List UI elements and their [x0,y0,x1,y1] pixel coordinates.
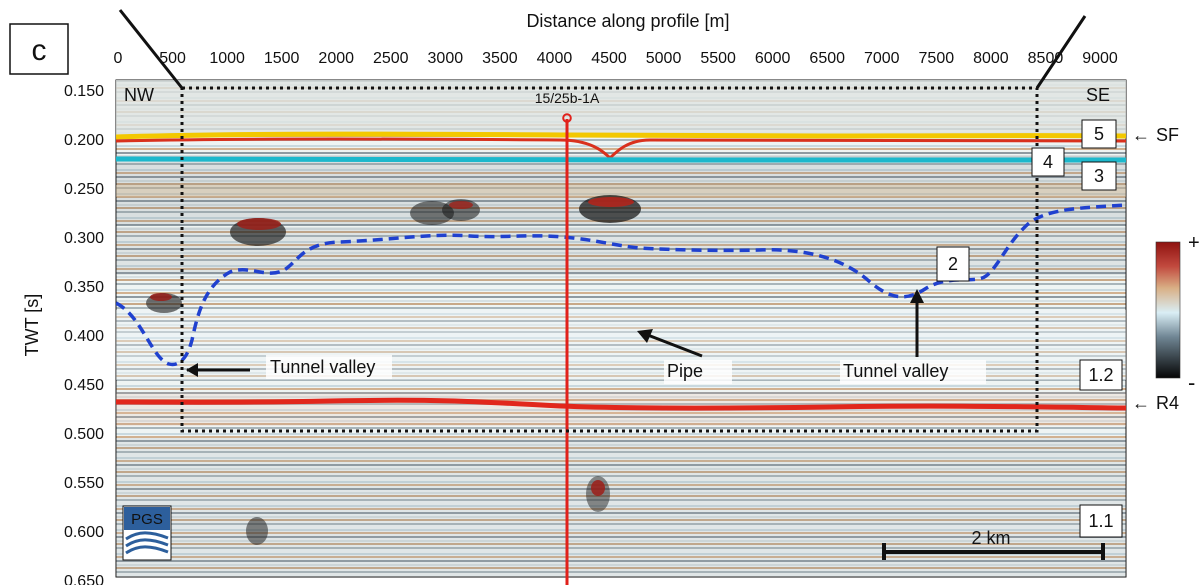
x-tick-label: 3500 [482,50,518,67]
y-tick-label: 0.150 [64,83,104,100]
x-tick-label: 6500 [809,50,845,67]
lower-pipe-red [591,480,605,496]
blue-horizon [116,156,1126,163]
tunnel-valley-left-arrowhead [186,363,198,377]
y-tick-label: 0.600 [64,524,104,541]
x-axis-ticks: 0 500 1000 1500 2000 2500 3000 3500 4000 4500 5000… [114,50,1118,67]
tunnel-valley-right-arrowhead [910,289,924,303]
r4-label: R4 [1156,393,1179,413]
x-tick-label: 4000 [537,50,573,67]
scale-bar-label: 2 km [971,528,1010,548]
y-axis-ticks: 0.150 0.200 0.250 0.300 0.350 0.400 0.450 0.500… [64,83,104,585]
x-tick-label: 2000 [318,50,354,67]
x-tick-label: 2500 [373,50,409,67]
pipe-arrow-line [639,330,703,358]
unit-box [1081,119,1117,149]
unit-box [1079,504,1123,538]
unit-box [1081,161,1117,191]
pgs-logo-wave-1 [125,531,169,541]
amplitude-colorbar [1155,241,1181,379]
y-tick-label: 0.350 [64,279,104,296]
lower-left-anomaly [246,517,268,545]
tunnel-valley-left-label-bg [266,355,392,379]
sf-label: SF [1156,125,1179,145]
seismic-texture-group [116,80,1126,577]
pgs-logo-text: PGS [131,511,163,528]
right-connector-line [1035,15,1087,89]
panel-label-box [9,23,69,75]
unit-boxes: 5 4 3 2 1.2 1.1 [936,119,1123,538]
y-tick-label: 0.550 [64,475,104,492]
y-tick-label: 0.200 [64,132,104,149]
panel-label: c [32,34,47,67]
unit-box [1031,147,1065,177]
unit-box-label: 4 [1043,152,1053,172]
pgs-logo-wave-2 [125,538,169,548]
x-tick-label: 1500 [264,50,300,67]
y-tick-label: 0.250 [64,181,104,198]
left-bright-spot-red [237,218,281,230]
x-tick-label: 7000 [864,50,900,67]
r4-horizon [116,397,1126,411]
tunnel-valley-outline [116,203,1126,367]
x-tick-label: 8000 [973,50,1009,67]
tunnel-valley-right-label: Tunnel valley [843,361,948,381]
y-axis-title: TWT [s] [22,294,42,357]
tunnel-valley-right-label-bg [840,360,986,384]
pipe-top-red [588,197,634,207]
y-tick-label: 0.400 [64,328,104,345]
colorbar-plus: + [1188,232,1200,254]
left-lower-spot-red [150,293,172,301]
colorbar-minus: - [1188,370,1195,395]
tunnel-valley-left-label: Tunnel valley [270,357,375,377]
unit-box [936,246,970,282]
y-tick-label: 0.300 [64,230,104,247]
mid-right-bright-spot-red [449,201,473,209]
seafloor-reflector-yellow [116,131,1126,140]
sf-arrow-label: ← [1132,125,1150,145]
unit-box-label: 1.2 [1088,365,1113,385]
deep-grey-band [116,438,1126,577]
x-tick-label: 6000 [755,50,791,67]
unit-box-label: 2 [948,254,958,274]
orientation-left: NW [124,85,154,105]
pipe-label: Pipe [667,361,703,381]
unit-box-label: 3 [1094,166,1104,186]
x-tick-label: 4500 [591,50,627,67]
x-tick-label: 500 [159,50,186,67]
unit-box [1079,359,1123,391]
y-tick-label: 0.500 [64,426,104,443]
unit-box-label: 5 [1094,124,1104,144]
pipe-label-bg [664,360,732,384]
pipe-arrowhead [637,329,653,343]
seismic-section [115,79,1127,578]
x-tick-label: 7500 [919,50,955,67]
orientation-right: SE [1086,85,1110,105]
unit-box-label: 1.1 [1088,511,1113,531]
y-tick-label: 0.650 [64,573,104,585]
r4-arrow-label: ← [1132,393,1150,413]
shallow-noise-band [116,80,1126,136]
x-tick-label: 9000 [1082,50,1118,67]
x-axis-title: Distance along profile [m] [526,11,729,31]
x-tick-label: 3000 [428,50,464,67]
x-tick-label: 1000 [209,50,245,67]
x-tick-label: 0 [114,50,123,67]
left-connector-line [118,9,184,89]
well-marker [562,113,572,123]
x-tick-label: 5000 [646,50,682,67]
y-tick-label: 0.450 [64,377,104,394]
upper-tan-band [116,185,1126,197]
pgs-logo-wave-3 [125,545,169,555]
well-label: 15/25b-1A [535,90,600,106]
x-tick-label: 5500 [700,50,736,67]
zoom-window-outline [180,86,1039,433]
pgs-logo-top [124,507,170,530]
